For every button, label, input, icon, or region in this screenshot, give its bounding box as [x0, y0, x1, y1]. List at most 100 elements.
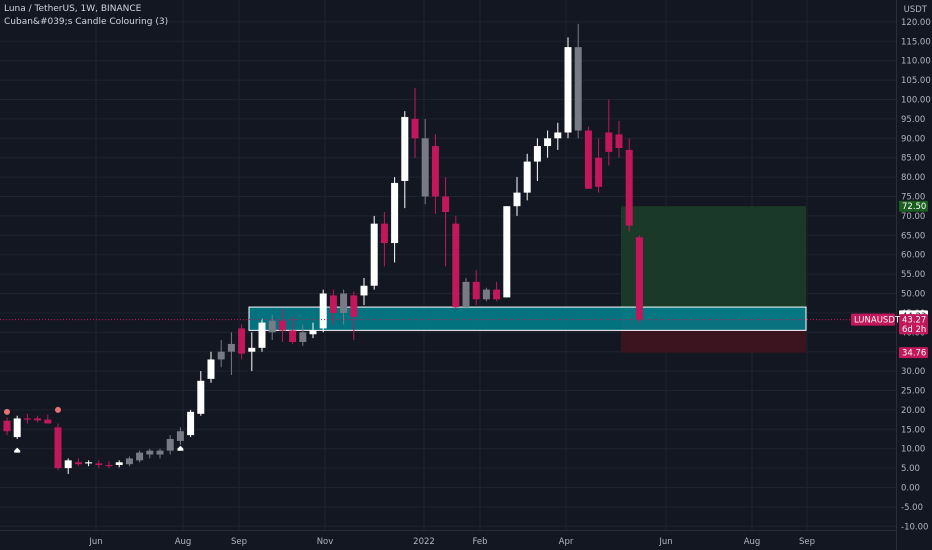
candle-body: [350, 295, 358, 317]
candle-body: [482, 289, 490, 300]
candle-body: [421, 138, 429, 197]
y-tick-label: 80.00: [901, 173, 925, 183]
chart-legend: Luna / TetherUS, 1W, BINANCE Cuban&#039;…: [4, 3, 168, 29]
candle-body: [258, 322, 266, 348]
y-tick-label: 115.00: [901, 37, 931, 47]
candle-body: [340, 293, 348, 313]
price-tag-label: 6d 2h: [902, 325, 926, 335]
candle-body: [197, 380, 205, 414]
candle-body: [166, 439, 174, 451]
y-tick-label: 60.00: [901, 251, 925, 261]
y-tick-label: 120.00: [901, 18, 931, 28]
sell-signal-icon: [55, 406, 61, 413]
candle-body: [635, 237, 643, 320]
x-tick-label: Aug: [744, 537, 761, 547]
y-tick-label: 95.00: [901, 115, 925, 125]
candle-body: [625, 149, 633, 226]
target-zone: [621, 206, 806, 320]
y-tick-label: 15.00: [901, 425, 925, 435]
candle-body: [146, 450, 154, 455]
x-tick-label: 2022: [413, 537, 435, 547]
candle-body: [442, 196, 450, 213]
y-tick-label: 100.00: [901, 96, 931, 106]
candle-body: [595, 157, 603, 187]
candle-body: [319, 293, 327, 329]
x-tick-label: Jun: [658, 537, 672, 547]
candle-body: [115, 462, 123, 465]
price-tag-bg: [899, 200, 928, 212]
candle-body: [584, 130, 592, 189]
candle-body: [217, 351, 225, 360]
candle-body: [238, 328, 246, 354]
y-tick-label: 30.00: [901, 367, 925, 377]
support-zone: [248, 306, 807, 331]
y-tick-label: 70.00: [901, 212, 925, 222]
sell-signal-icon: [4, 408, 10, 415]
candle-body: [268, 320, 276, 333]
candle-body: [125, 458, 133, 465]
candle-body: [401, 116, 409, 181]
y-tick-label: -10.00: [901, 522, 928, 532]
buy-signal-icon: [177, 445, 184, 451]
candle-body: [64, 460, 72, 469]
candle-body: [503, 206, 511, 298]
x-tick-label: Sep: [799, 537, 815, 547]
candle-body: [523, 161, 531, 193]
candle-body: [176, 431, 184, 441]
price-axis[interactable]: 120.00 115.00 110.00 105.00 100.00 95.00 90.00…: [901, 18, 931, 532]
indicator-title[interactable]: Cuban&#039;s Candle Colouring (3): [4, 17, 169, 27]
price-tag-label: 72.50: [902, 202, 926, 212]
candle-body: [615, 134, 623, 148]
candle-body: [605, 132, 613, 152]
candle-body: [248, 347, 256, 352]
candle-body: [564, 47, 572, 133]
candle-body: [136, 452, 144, 461]
y-tick-label: 75.00: [901, 193, 925, 203]
time-axis[interactable]: Jun Aug Sep Nov 2022 Feb Apr Jun Aug Sep: [88, 537, 815, 547]
candle-body: [54, 427, 62, 469]
candle-body: [554, 132, 562, 139]
candle-body: [289, 330, 297, 342]
price-tag-label: 43.27: [902, 316, 926, 326]
y-tick-label: 110.00: [901, 57, 931, 67]
candle-body: [309, 330, 317, 335]
candle-body: [544, 138, 552, 147]
y-tick-label: 55.00: [901, 270, 925, 280]
candle-body: [411, 118, 419, 139]
symbol-tag-label: LUNAUSDT: [854, 316, 901, 326]
x-tick-label: Apr: [559, 537, 574, 547]
candle-body: [493, 289, 501, 300]
buy-signal-icon: [14, 447, 21, 453]
candle-body: [278, 320, 286, 331]
y-tick-label: 90.00: [901, 134, 925, 144]
y-tick-label: 50.00: [901, 290, 925, 300]
candle-body: [513, 192, 521, 207]
x-tick-label: Aug: [175, 537, 192, 547]
candle-body: [452, 223, 460, 308]
y-tick-label: 5.00: [901, 464, 920, 474]
candle-body: [380, 223, 388, 244]
candles: [3, 23, 643, 474]
candle-body: [391, 182, 399, 244]
axis-currency-label: USDT: [904, 5, 928, 15]
candle-body: [462, 281, 470, 308]
candle-body: [207, 359, 215, 379]
candle-body: [13, 418, 21, 438]
candle-body: [95, 463, 103, 465]
candle-body: [85, 462, 93, 464]
candle-body: [370, 223, 378, 286]
candle-body: [533, 146, 541, 162]
price-tag-bg: [899, 314, 928, 326]
x-tick-label: Feb: [472, 537, 487, 547]
x-tick-label: Sep: [231, 537, 247, 547]
price-tag-bg: [899, 347, 928, 359]
y-tick-label: 105.00: [901, 76, 931, 86]
y-tick-label: 20.00: [901, 406, 925, 416]
y-tick-label: 65.00: [901, 231, 925, 241]
candle-body: [74, 462, 82, 465]
x-tick-label: Nov: [317, 537, 334, 547]
symbol-title[interactable]: Luna / TetherUS, 1W, BINANCE: [4, 4, 142, 14]
candle-body: [23, 418, 31, 420]
